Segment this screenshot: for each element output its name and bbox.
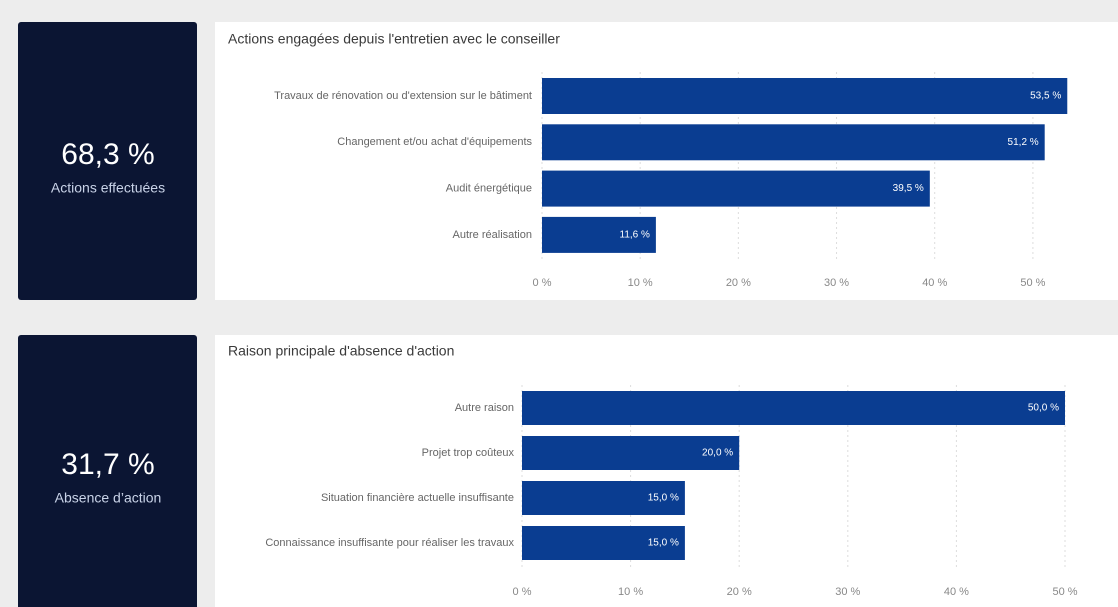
category-label: Autre raison bbox=[455, 402, 514, 414]
x-tick-label: 10 % bbox=[618, 586, 643, 598]
value-label: 50,0 % bbox=[1028, 403, 1059, 414]
x-tick-label: 0 % bbox=[513, 586, 532, 598]
category-label: Audit énergétique bbox=[446, 183, 532, 195]
kpi-card bbox=[18, 335, 197, 607]
bar bbox=[522, 481, 685, 515]
x-tick-label: 20 % bbox=[726, 277, 751, 289]
value-label: 51,2 % bbox=[1008, 137, 1039, 148]
category-label: Projet trop coûteux bbox=[422, 447, 515, 459]
bar bbox=[542, 216, 656, 253]
value-label: 11,6 % bbox=[620, 230, 650, 241]
chart-panel bbox=[215, 335, 1118, 607]
x-tick-label: 50 % bbox=[1052, 586, 1077, 598]
chart-title: Raison principale d'absence d'action bbox=[228, 343, 454, 359]
x-tick-label: 10 % bbox=[628, 277, 653, 289]
bar bbox=[522, 436, 740, 470]
x-tick-label: 50 % bbox=[1020, 277, 1045, 289]
kpi-label: Actions effectuées bbox=[51, 180, 165, 196]
kpi-value: 31,7 % bbox=[61, 448, 154, 481]
category-label: Travaux de rénovation ou d'extension sur… bbox=[274, 90, 532, 102]
x-tick-label: 40 % bbox=[944, 586, 969, 598]
x-tick-label: 20 % bbox=[727, 586, 752, 598]
x-tick-label: 40 % bbox=[922, 277, 947, 289]
bar bbox=[542, 124, 1045, 161]
value-label: 20,0 % bbox=[702, 448, 733, 459]
bar bbox=[522, 391, 1065, 425]
bar bbox=[542, 78, 1068, 114]
category-label: Situation financière actuelle insuffisan… bbox=[321, 492, 514, 504]
x-tick-label: 0 % bbox=[533, 277, 552, 289]
value-label: 53,5 % bbox=[1030, 91, 1061, 102]
kpi-card bbox=[18, 22, 197, 300]
value-label: 15,0 % bbox=[648, 493, 679, 504]
bar bbox=[522, 526, 685, 560]
chart-panel bbox=[215, 22, 1118, 300]
kpi-value: 68,3 % bbox=[61, 138, 154, 171]
chart-title: Actions engagées depuis l'entretien avec… bbox=[228, 31, 560, 47]
value-label: 15,0 % bbox=[648, 538, 679, 549]
category-label: Changement et/ou achat d'équipements bbox=[337, 136, 532, 148]
category-label: Connaissance insuffisante pour réaliser … bbox=[265, 537, 514, 549]
bar bbox=[542, 170, 930, 207]
x-tick-label: 30 % bbox=[824, 277, 849, 289]
x-tick-label: 30 % bbox=[835, 586, 860, 598]
value-label: 39,5 % bbox=[893, 183, 924, 194]
category-label: Autre réalisation bbox=[453, 229, 533, 241]
kpi-label: Absence d’action bbox=[55, 490, 162, 506]
